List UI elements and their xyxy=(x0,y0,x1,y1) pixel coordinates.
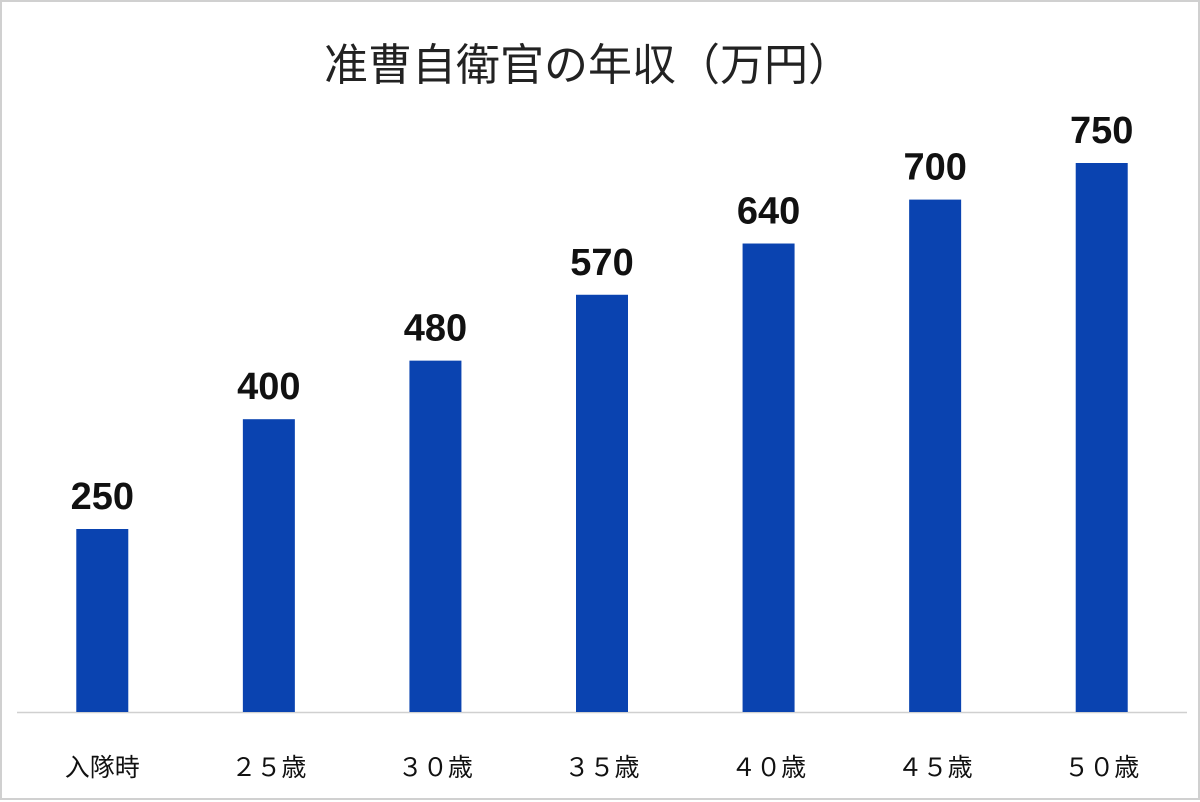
category-label: ４５歳 xyxy=(898,753,973,782)
data-label: 700 xyxy=(903,147,966,189)
bar xyxy=(1075,163,1128,712)
category-label: 入隊時 xyxy=(65,753,140,782)
category-label: ３０歳 xyxy=(398,753,473,782)
category-label: ５０歳 xyxy=(1064,753,1139,782)
bar xyxy=(242,419,295,712)
data-label: 570 xyxy=(570,242,633,284)
data-label: 400 xyxy=(237,366,300,408)
bar xyxy=(409,360,462,712)
bar xyxy=(909,199,962,713)
bar xyxy=(576,294,628,712)
data-label: 750 xyxy=(1070,110,1133,152)
data-label: 640 xyxy=(737,191,800,233)
bar xyxy=(742,243,795,712)
bar xyxy=(76,529,129,712)
category-label: ４０歳 xyxy=(731,753,806,782)
category-label: ３５歳 xyxy=(564,753,639,782)
data-label: 480 xyxy=(404,308,467,350)
data-label: 250 xyxy=(71,476,134,518)
category-label: ２５歳 xyxy=(231,753,306,782)
chart-title: 准曹自衛官の年収（万円） xyxy=(324,40,852,91)
